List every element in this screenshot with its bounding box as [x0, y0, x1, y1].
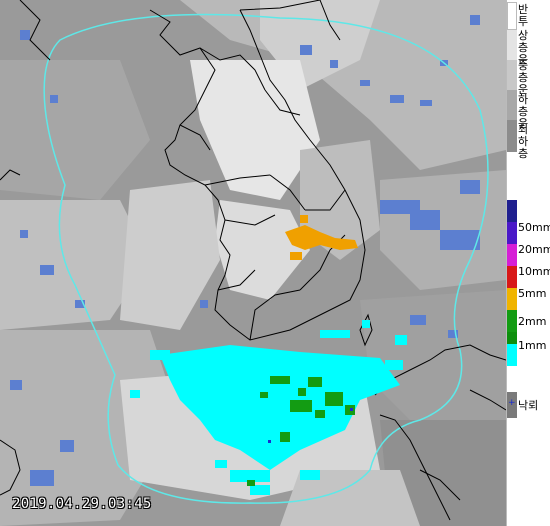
- legend-swatch-rain-5: [507, 288, 517, 310]
- legend-swatch-low-cloud: [507, 90, 517, 120]
- light-rain-echoes: [130, 320, 407, 495]
- legend-swatch-rain-light: [507, 344, 517, 366]
- legend-swatch-rain-20: [507, 244, 517, 266]
- legend-swatch-rain-2: [507, 310, 517, 332]
- coastlines: [149, 0, 366, 341]
- legend-swatch-rain-10: [507, 266, 517, 288]
- legend-label-high-cloud: 상층운: [518, 29, 529, 66]
- legend-swatch-lightning: +: [507, 392, 517, 418]
- radar-map: 2019.04.29.03:45: [0, 0, 506, 526]
- legend-label-lightning: 낙뢰: [518, 399, 539, 412]
- legend-swatch-high-cloud: [507, 30, 517, 60]
- legend-panel: 반투 상층운 중층운 하층운 최하층 50mm 20mm 10mm 5mm 2m…: [506, 0, 550, 526]
- legend-swatch-rain-1: [507, 332, 517, 344]
- legend-swatch-rain-50: [507, 222, 517, 244]
- legend-swatch-lowest-cloud: [507, 120, 517, 152]
- radar-coverage-boundary: [43, 13, 489, 504]
- legend-label-rain-2: 2mm: [518, 315, 547, 328]
- legend-swatch-translucent: [507, 2, 517, 30]
- radar-map-canvas: [0, 0, 506, 526]
- legend-label-rain-20: 20mm: [518, 243, 550, 256]
- heavy-rain-echoes: [285, 215, 358, 260]
- lightning-icon: +: [508, 398, 516, 408]
- legend-label-rain-10: 10mm: [518, 265, 550, 278]
- lightning-marks: [268, 408, 353, 443]
- legend-label-rain-50: 50mm: [518, 221, 550, 234]
- legend-label-lowest-cloud: 최하층: [518, 123, 529, 160]
- legend-label-mid-cloud: 중층운: [518, 59, 529, 96]
- legend-label-translucent: 반투: [518, 3, 529, 28]
- legend-swatch-rain-top: [507, 200, 517, 222]
- legend-label-low-cloud: 하층운: [518, 93, 529, 130]
- observation-timestamp: 2019.04.29.03:45: [12, 496, 152, 512]
- legend-swatch-mid-cloud: [507, 60, 517, 90]
- cloud-top-pixels: [10, 15, 480, 486]
- china-coast: [0, 0, 51, 496]
- legend-label-rain-5: 5mm: [518, 287, 547, 300]
- legend-label-rain-1: 1mm: [518, 339, 547, 352]
